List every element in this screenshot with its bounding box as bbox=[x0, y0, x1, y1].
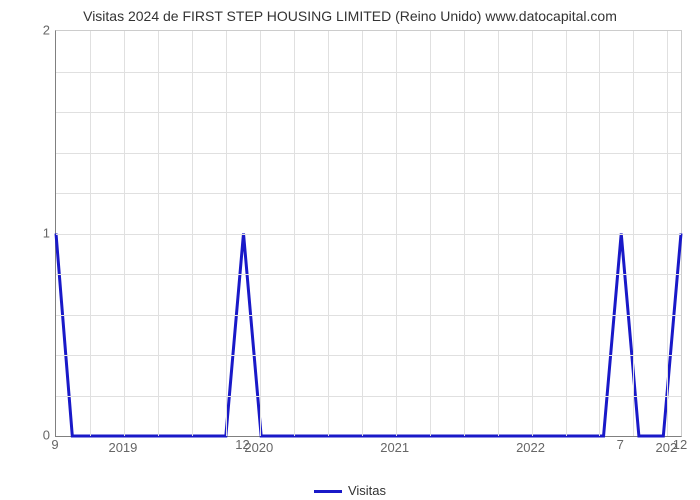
legend-swatch bbox=[314, 490, 342, 493]
x-tick-label: 2019 bbox=[108, 440, 137, 455]
grid-line-v-minor bbox=[362, 31, 363, 436]
grid-line-h-minor bbox=[56, 355, 681, 356]
plot-area bbox=[55, 30, 682, 437]
grid-line-v bbox=[396, 31, 397, 436]
data-point-label: 9 bbox=[51, 437, 58, 452]
grid-line-h bbox=[56, 234, 681, 235]
legend: Visitas bbox=[0, 483, 700, 498]
grid-line-v bbox=[260, 31, 261, 436]
grid-line-h-minor bbox=[56, 72, 681, 73]
grid-line-v-minor bbox=[566, 31, 567, 436]
grid-line-v-minor bbox=[430, 31, 431, 436]
grid-line-v-minor bbox=[226, 31, 227, 436]
chart-container: Visitas 2024 de FIRST STEP HOUSING LIMIT… bbox=[0, 0, 700, 500]
grid-line-v-minor bbox=[294, 31, 295, 436]
data-point-label: 7 bbox=[617, 437, 624, 452]
grid-line-v-minor bbox=[158, 31, 159, 436]
grid-line-v-minor bbox=[464, 31, 465, 436]
grid-line-v-minor bbox=[498, 31, 499, 436]
grid-line-v bbox=[667, 31, 668, 436]
legend-label: Visitas bbox=[348, 483, 386, 498]
grid-line-v-minor bbox=[633, 31, 634, 436]
y-tick-label: 0 bbox=[10, 428, 50, 443]
chart-title: Visitas 2024 de FIRST STEP HOUSING LIMIT… bbox=[0, 8, 700, 24]
grid-line-h-minor bbox=[56, 153, 681, 154]
y-tick-label: 1 bbox=[10, 225, 50, 240]
grid-line-h-minor bbox=[56, 193, 681, 194]
grid-line-v-minor bbox=[328, 31, 329, 436]
grid-line-v-minor bbox=[90, 31, 91, 436]
grid-line-h-minor bbox=[56, 396, 681, 397]
data-point-label: 12 bbox=[673, 437, 687, 452]
grid-line-h-minor bbox=[56, 112, 681, 113]
data-point-label: 12 bbox=[235, 437, 249, 452]
grid-line-v bbox=[532, 31, 533, 436]
grid-line-v bbox=[124, 31, 125, 436]
grid-line-v-minor bbox=[192, 31, 193, 436]
grid-line-h-minor bbox=[56, 274, 681, 275]
x-tick-label: 2022 bbox=[516, 440, 545, 455]
y-tick-label: 2 bbox=[10, 23, 50, 38]
grid-line-h-minor bbox=[56, 315, 681, 316]
series-line bbox=[56, 234, 681, 437]
x-tick-label: 2021 bbox=[380, 440, 409, 455]
grid-line-v-minor bbox=[599, 31, 600, 436]
